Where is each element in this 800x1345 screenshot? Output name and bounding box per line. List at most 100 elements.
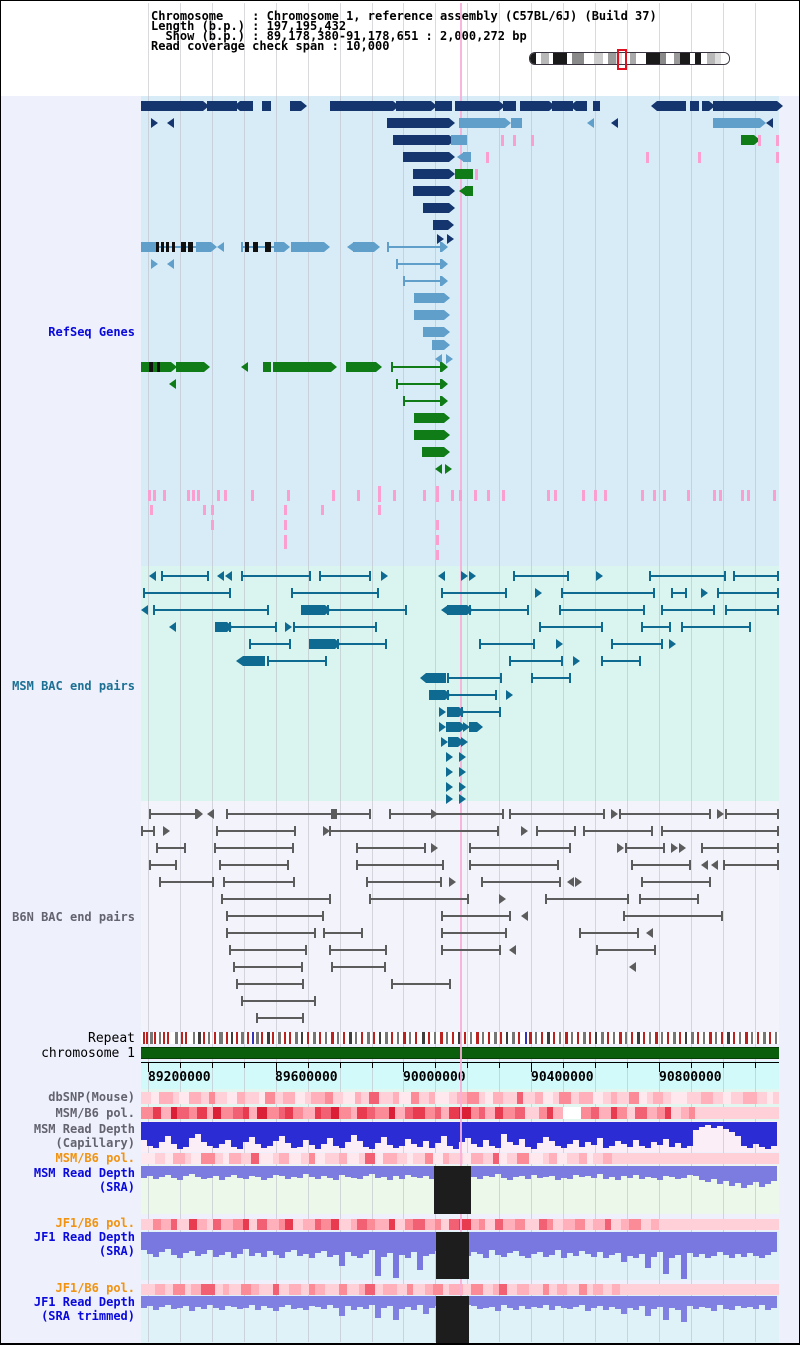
track-label-b6n-bac-end-pairs[interactable]: B6N BAC end pairs (12, 910, 135, 924)
refseq-gene-box[interactable] (262, 101, 271, 111)
b6n-bac-span-line[interactable] (221, 898, 331, 900)
refseq-gene-arrow[interactable] (446, 354, 453, 364)
b6n-bac-span-line[interactable] (223, 881, 295, 883)
msm-bac-span-line[interactable] (143, 592, 231, 594)
msm-bac-span-line[interactable] (649, 575, 726, 577)
b6n-bac-span-line[interactable] (149, 813, 197, 815)
refseq-gene-box[interactable] (396, 101, 431, 111)
msm-bac-arrow[interactable] (446, 752, 453, 762)
refseq-gene-span-line[interactable] (391, 366, 442, 368)
refseq-gene-box[interactable] (713, 118, 760, 128)
refseq-gene-arrow[interactable] (241, 362, 248, 372)
b6n-bac-arrow[interactable] (323, 826, 330, 836)
refseq-gene-arrow[interactable] (169, 379, 176, 389)
track-label-jf1-read-depth-sra-2[interactable]: (SRA) (98, 1244, 135, 1258)
track-label-jf1-b6-pol-1[interactable]: JF1/B6 pol. (55, 1216, 135, 1230)
b6n-bac-span-line[interactable] (481, 881, 561, 883)
chromosome-ideogram[interactable] (529, 52, 730, 65)
refseq-gene-arrow[interactable] (217, 242, 224, 252)
msm-bac-span-line[interactable] (153, 609, 269, 611)
refseq-gene-box[interactable] (156, 242, 159, 252)
b6n-bac-span-line[interactable] (389, 813, 504, 815)
b6n-bac-arrow[interactable] (521, 826, 528, 836)
refseq-gene-box[interactable] (463, 152, 471, 162)
refseq-gene-arrow[interactable] (167, 259, 174, 269)
refseq-gene-box[interactable] (690, 101, 699, 111)
msm-bac-span-line[interactable] (661, 609, 715, 611)
refseq-gene-box[interactable] (141, 362, 171, 372)
b6n-bac-span-line[interactable] (725, 813, 779, 815)
refseq-gene-span-line[interactable] (396, 263, 442, 265)
refseq-gene-box[interactable] (511, 118, 522, 128)
b6n-bac-span-line[interactable] (331, 966, 386, 968)
msm-bac-arrow[interactable] (149, 571, 156, 581)
refseq-gene-arrow[interactable] (151, 118, 158, 128)
msm-bac-span-line[interactable] (327, 609, 407, 611)
b6n-bac-span-line[interactable] (509, 813, 605, 815)
msm-bac-arrow[interactable] (441, 605, 448, 615)
refseq-gene-box[interactable] (181, 242, 186, 252)
msm-bac-span-line[interactable] (241, 575, 311, 577)
b6n-bac-span-line[interactable] (641, 881, 711, 883)
b6n-bac-span-line[interactable] (619, 813, 711, 815)
msm-bac-span-line[interactable] (337, 643, 387, 645)
msm-bac-arrow[interactable] (459, 767, 466, 777)
msm-bac-arrow[interactable] (439, 707, 446, 717)
b6n-bac-span-line[interactable] (156, 847, 186, 849)
msm-bac-arrow[interactable] (459, 752, 466, 762)
refseq-gene-arrow[interactable] (457, 152, 464, 162)
msm-bac-span-line[interactable] (671, 592, 687, 594)
refseq-gene-arrow[interactable] (167, 118, 174, 128)
b6n-bac-arrow[interactable] (671, 843, 678, 853)
refseq-gene-box[interactable] (593, 101, 600, 111)
b6n-bac-span-line[interactable] (214, 847, 294, 849)
b6n-bac-span-line[interactable] (356, 864, 444, 866)
msm-bac-arrow[interactable] (446, 767, 453, 777)
msm-bac-box[interactable] (301, 605, 325, 615)
msm-bac-arrow[interactable] (225, 571, 232, 581)
msm-bac-arrow[interactable] (141, 605, 148, 615)
msm-bac-span-line[interactable] (319, 575, 371, 577)
refseq-gene-box[interactable] (520, 101, 549, 111)
b6n-bac-span-line[interactable] (226, 915, 324, 917)
msm-bac-span-line[interactable] (293, 626, 377, 628)
msm-bac-box[interactable] (426, 673, 446, 683)
msm-bac-arrow[interactable] (461, 737, 468, 747)
b6n-bac-span-line[interactable] (226, 932, 316, 934)
msm-bac-span-line[interactable] (509, 660, 563, 662)
b6n-bac-arrow[interactable] (711, 860, 718, 870)
track-label-jf1-read-depth-trimmed-2[interactable]: (SRA trimmed) (41, 1309, 135, 1323)
b6n-bac-span-line[interactable] (701, 847, 779, 849)
track-label-jf1-b6-pol-2[interactable]: JF1/B6 pol. (55, 1281, 135, 1295)
msm-bac-span-line[interactable] (447, 694, 497, 696)
b6n-bac-span-line[interactable] (329, 830, 499, 832)
b6n-bac-span-line[interactable] (579, 932, 639, 934)
b6n-bac-arrow[interactable] (629, 962, 636, 972)
b6n-bac-span-line[interactable] (639, 898, 699, 900)
b6n-bac-span-line[interactable] (233, 966, 303, 968)
refseq-gene-arrow[interactable] (151, 259, 158, 269)
b6n-bac-span-line[interactable] (583, 830, 653, 832)
msm-bac-span-line[interactable] (601, 660, 641, 662)
refseq-gene-box[interactable] (387, 118, 449, 128)
msm-bac-arrow[interactable] (459, 782, 466, 792)
b6n-bac-arrow[interactable] (617, 843, 624, 853)
msm-bac-arrow[interactable] (459, 794, 466, 804)
msm-bac-arrow[interactable] (506, 690, 513, 700)
b6n-bac-arrow[interactable] (207, 809, 214, 819)
b6n-bac-span-line[interactable] (256, 1017, 304, 1019)
refseq-gene-box[interactable] (274, 242, 284, 252)
b6n-bac-span-line[interactable] (219, 864, 289, 866)
msm-bac-arrow[interactable] (596, 571, 603, 581)
msm-bac-span-line[interactable] (539, 626, 603, 628)
msm-bac-arrow[interactable] (217, 571, 224, 581)
b6n-bac-arrow[interactable] (163, 826, 170, 836)
msm-bac-arrow[interactable] (169, 622, 176, 632)
b6n-bac-arrow[interactable] (431, 809, 438, 819)
refseq-gene-span-line[interactable] (396, 383, 442, 385)
b6n-bac-span-line[interactable] (625, 847, 665, 849)
msm-bac-span-line[interactable] (229, 626, 277, 628)
msm-bac-span-line[interactable] (469, 609, 529, 611)
msm-bac-box[interactable] (309, 639, 335, 649)
refseq-gene-box[interactable] (414, 430, 444, 440)
